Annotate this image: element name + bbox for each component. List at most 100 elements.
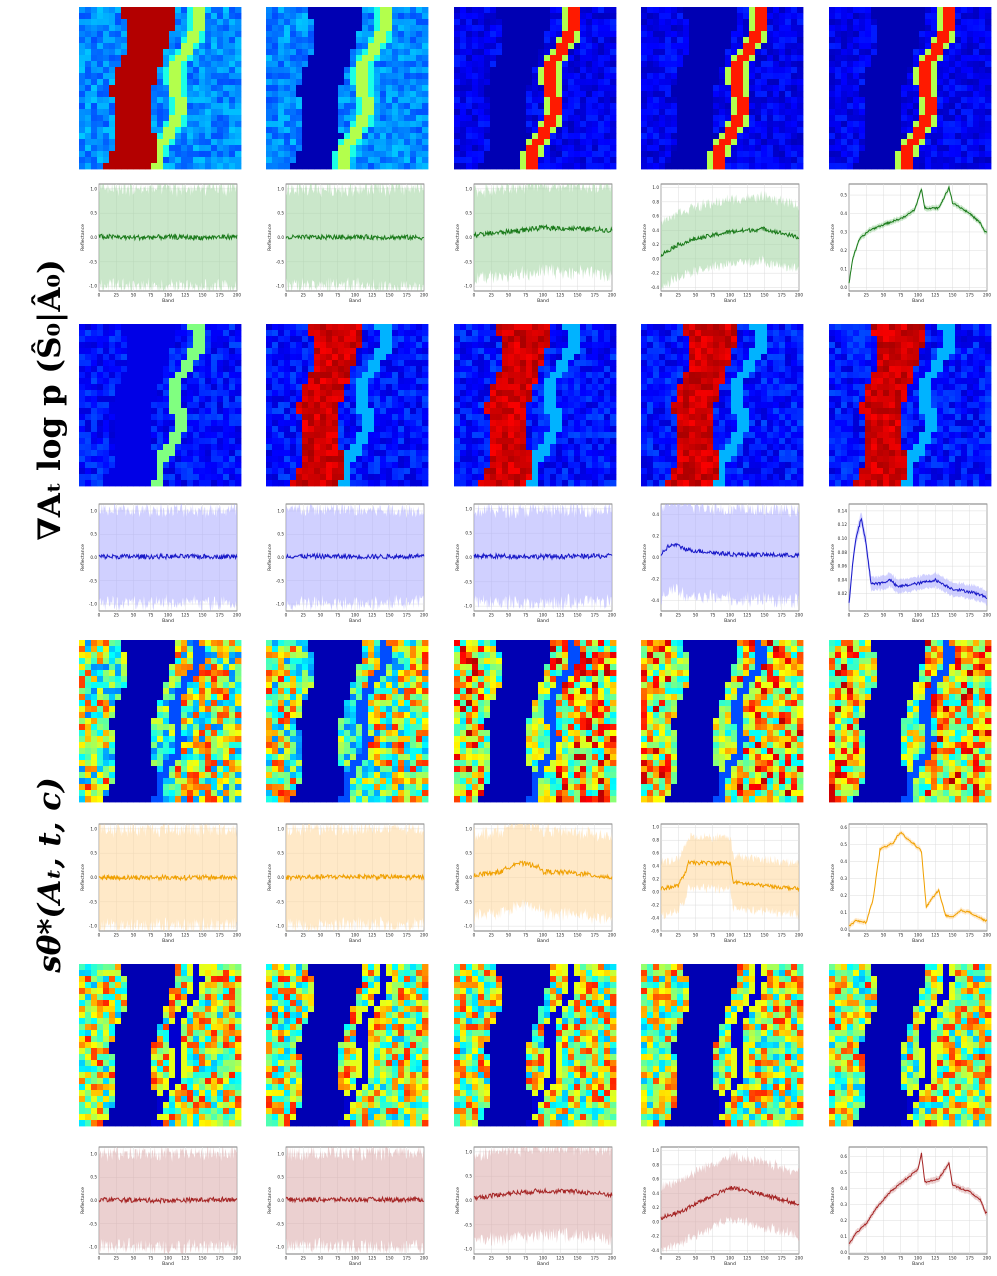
x-tick-label: 0	[98, 293, 101, 298]
x-tick-label: 150	[761, 293, 769, 298]
abundance-map	[454, 964, 617, 1127]
x-tick-label: 100	[726, 613, 734, 618]
y-tick-label: 0.2	[840, 1218, 847, 1223]
y-tick-label: 0.4	[652, 228, 659, 233]
x-axis-label: Band	[724, 1261, 736, 1267]
x-tick-label: 100	[914, 1256, 922, 1261]
x-tick-label: 75	[335, 933, 341, 938]
x-tick-label: 150	[574, 1256, 582, 1261]
spectral-chart: 0 25 50 75 100 125 150 175 200 -1.0 -0.5 0.0 0.5 1.0 B…	[80, 823, 241, 944]
x-axis-label: Band	[162, 618, 174, 624]
y-tick-label: 0.5	[840, 1170, 847, 1175]
y-axis-label: Reflectance	[267, 544, 273, 571]
x-axis-label: Band	[724, 938, 736, 944]
y-tick-label: 0.5	[277, 532, 284, 537]
x-tick-label: 75	[335, 293, 341, 298]
x-tick-label: 50	[881, 293, 887, 298]
y-tick-label: 0.02	[838, 591, 848, 596]
std-band	[99, 184, 237, 291]
x-tick-label: 0	[98, 933, 101, 938]
x-tick-label: 175	[216, 613, 224, 618]
x-tick-label: 100	[351, 933, 359, 938]
y-tick-label: -0.4	[651, 916, 660, 921]
x-tick-label: 75	[710, 933, 716, 938]
y-tick-label: 0.5	[90, 851, 97, 856]
abundance-cells	[641, 7, 804, 170]
y-tick-label: 0.5	[465, 851, 472, 856]
x-tick-label: 125	[368, 1256, 376, 1261]
x-tick-label: 50	[318, 933, 324, 938]
x-tick-label: 50	[131, 293, 137, 298]
y-axis-label: Reflectance	[830, 1187, 836, 1214]
x-tick-label: 125	[556, 613, 564, 618]
y-axis-label: Reflectance	[642, 224, 648, 251]
x-tick-label: 50	[318, 613, 324, 618]
x-tick-label: 150	[949, 933, 957, 938]
y-tick-label: 0.8	[652, 838, 659, 843]
x-tick-label: 200	[420, 293, 428, 298]
y-tick-label: 0.0	[652, 555, 659, 560]
x-tick-label: 175	[216, 933, 224, 938]
x-tick-label: 175	[778, 613, 786, 618]
y-tick-label: 1.0	[277, 186, 284, 191]
x-tick-label: 75	[710, 613, 716, 618]
x-tick-label: 175	[778, 1256, 786, 1261]
y-tick-label: 0.2	[652, 242, 659, 247]
x-tick-label: 0	[473, 613, 476, 618]
mean-spectrum-line	[473, 860, 613, 880]
y-tick-label: -1.0	[276, 602, 285, 607]
y-tick-label: 0.0	[840, 927, 847, 932]
x-axis-label: Band	[912, 298, 924, 304]
y-tick-label: 0.0	[277, 235, 284, 240]
abundance-map	[829, 964, 992, 1127]
x-axis-label: Band	[349, 618, 361, 624]
x-tick-label: 50	[693, 1256, 699, 1261]
x-tick-label: 200	[420, 1256, 428, 1261]
spectral-chart: 0 25 50 75 100 125 150 175 200 -0.4 -0.2 0.0 0.2 0.4 0…	[642, 183, 803, 304]
spectral-chart: 0 25 50 75 100 125 150 175 200 -1.0 -0.5 0.0 0.5 1.0 B…	[80, 503, 241, 624]
x-axis-label: Band	[912, 1261, 924, 1267]
y-tick-label: -1.0	[89, 284, 98, 289]
x-tick-label: 125	[931, 933, 939, 938]
x-tick-label: 0	[285, 933, 288, 938]
y-axis-label: Reflectance	[642, 1187, 648, 1214]
y-tick-label: 0.0	[652, 256, 659, 261]
abundance-cells	[266, 964, 429, 1127]
x-tick-label: 100	[351, 1256, 359, 1261]
y-tick-label: 0.5	[465, 1174, 472, 1179]
y-tick-label: 0.0	[90, 875, 97, 880]
spectral-chart: 0 25 50 75 100 125 150 175 200 0.0 0.1 0.2 0.3 0.4 0.5…	[830, 1146, 991, 1267]
x-tick-label: 75	[148, 293, 154, 298]
y-tick-label: 0.2	[652, 877, 659, 882]
x-tick-label: 200	[608, 293, 616, 298]
y-tick-label: -0.5	[276, 578, 285, 583]
y-axis-label: Reflectance	[830, 544, 836, 571]
x-axis-label: Band	[912, 618, 924, 624]
y-tick-label: 0.0	[90, 235, 97, 240]
x-tick-label: 175	[216, 293, 224, 298]
abundance-map	[641, 324, 804, 487]
x-tick-label: 200	[983, 1256, 991, 1261]
x-tick-label: 100	[539, 933, 547, 938]
x-tick-label: 50	[881, 933, 887, 938]
x-tick-label: 75	[523, 613, 529, 618]
y-tick-label: -1.0	[464, 284, 473, 289]
x-tick-label: 25	[489, 1256, 495, 1261]
abundance-map	[641, 7, 804, 170]
x-tick-label: 25	[114, 933, 120, 938]
x-tick-label: 75	[148, 933, 154, 938]
x-tick-label: 150	[199, 1256, 207, 1261]
std-band	[849, 512, 987, 611]
abundance-map	[641, 964, 804, 1127]
spectral-chart: 0 25 50 75 100 125 150 175 200 0.0 0.1 0.2 0.3 0.4 0.5…	[830, 823, 991, 944]
y-axis-label: Reflectance	[455, 1187, 461, 1214]
y-axis-label: Reflectance	[642, 864, 648, 891]
y-axis-label: Reflectance	[80, 1187, 86, 1214]
x-tick-label: 175	[403, 613, 411, 618]
abundance-map	[266, 7, 429, 170]
y-tick-label: -0.5	[89, 899, 98, 904]
y-tick-label: 1.0	[277, 508, 284, 513]
x-tick-label: 175	[966, 293, 974, 298]
x-tick-label: 25	[301, 293, 307, 298]
x-axis-label: Band	[162, 298, 174, 304]
